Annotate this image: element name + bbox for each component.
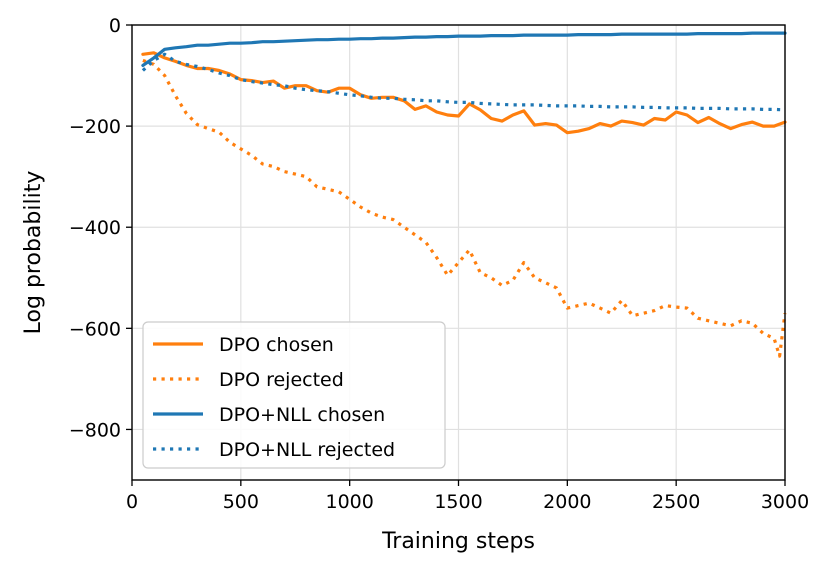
y-axis-label: Log probability xyxy=(21,171,46,335)
series-line-dpo-nll-chosen xyxy=(141,31,787,68)
legend-box xyxy=(142,321,446,469)
series-line-dpo-nll-rejected xyxy=(141,52,786,112)
y-tick-label: −600 xyxy=(69,318,121,340)
series-line-dpo-chosen xyxy=(141,51,787,135)
y-tick-label: −200 xyxy=(69,116,121,138)
x-tick-label: 2000 xyxy=(543,491,591,513)
series-lines xyxy=(141,31,787,358)
legend-label: DPO rejected xyxy=(219,369,344,391)
legend: DPO chosen DPO rejected DPO+NLL chosen DPO+… xyxy=(142,321,446,469)
y-tick-label: −400 xyxy=(69,217,121,239)
y-tick-label: 0 xyxy=(109,15,121,37)
axes: 0 500 1000 1500 2000 2500 3000 0 −200 −400 −600 −80… xyxy=(69,15,809,513)
x-tick-label: 3000 xyxy=(761,491,809,513)
legend-label: DPO+NLL rejected xyxy=(219,439,395,461)
x-tick-label: 1000 xyxy=(325,491,373,513)
x-tick-label: 0 xyxy=(126,491,138,513)
x-axis-label: Training steps xyxy=(381,529,535,554)
legend-label: DPO chosen xyxy=(219,334,334,356)
series-line-dpo-rejected xyxy=(142,58,787,358)
y-tick-label: −800 xyxy=(69,419,121,441)
x-tick-label: 1500 xyxy=(434,491,482,513)
legend-label: DPO+NLL chosen xyxy=(219,404,385,426)
x-tick-label: 500 xyxy=(223,491,259,513)
x-tick-label: 2500 xyxy=(652,491,700,513)
